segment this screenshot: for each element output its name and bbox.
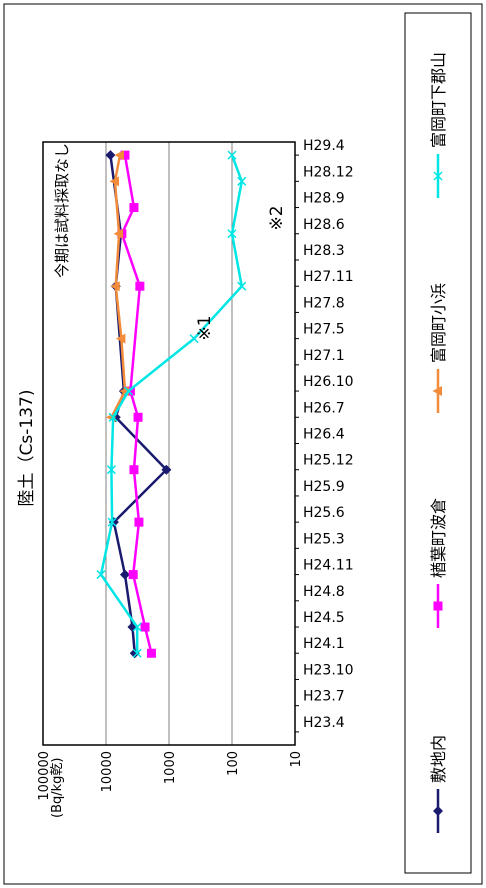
legend: 敷地内 楢葉町波倉 富岡町小浜 富岡町下郡山 [429,52,448,833]
x-tick-label: H23.7 [303,689,345,705]
data-point [105,150,116,161]
x-tick-label: H26.10 [303,374,354,390]
y-tick-label: 100000 [37,751,52,801]
data-point [108,412,118,422]
annotation-note-2: ※2 [267,205,287,230]
x-tick-label: H28.9 [303,191,345,207]
data-point [110,281,120,292]
data-point [189,334,199,344]
x-tick-label: H24.8 [303,584,345,600]
annotation-no-sample: 今期は試料採取なし [53,143,71,278]
x-tick-label: H25.9 [303,479,345,495]
x-tick-label: H27.1 [303,348,345,364]
series-4 [96,150,247,658]
data-point [132,622,142,632]
chart-title: 陸土（Cs-137) [17,390,37,507]
x-tick-label: H28.6 [303,217,345,233]
x-tick-label: H29.4 [303,138,345,154]
x-tick-label: H23.10 [303,662,354,678]
y-tick-label: 10 [289,751,304,768]
x-tick-label: H24.1 [303,636,345,652]
series-layer [96,150,247,659]
y-tick-label: 100 [226,751,241,776]
data-point [133,412,143,422]
x-tick-label: H24.11 [303,558,354,574]
y-axis-label: (Bq/kg乾) [50,758,65,818]
data-point [113,228,124,239]
y-axis-ticks: 10 100 1000 10000 100000 [37,751,304,801]
data-point [107,517,117,527]
data-point [109,176,119,187]
legend-marker [432,386,442,396]
x-tick-label: H24.5 [303,610,345,626]
chart-frame [3,3,483,885]
legend-marker [433,171,443,181]
annotation-note-1: ※1 [195,315,215,340]
legend-label: 楢葉町波倉 [429,498,448,578]
legend-label: 敷地内 [429,735,448,783]
y-tick-label: 10000 [100,751,115,792]
data-point [132,648,142,658]
legend-label: 富岡町小浜 [429,283,448,363]
data-point [128,570,138,580]
data-point [237,176,247,186]
data-point [123,386,133,396]
data-point [140,622,150,632]
x-tick-label: H27.11 [303,269,354,285]
x-tick-label: H23.4 [303,715,345,731]
gridlines [105,142,233,745]
data-point [129,203,139,213]
data-point [114,150,124,161]
x-tick-label: H27.8 [303,295,345,311]
x-tick-label: H25.12 [303,453,354,469]
x-tick-label: H28.3 [303,243,345,259]
legend-label: 富岡町下郡山 [429,52,448,148]
x-tick-label: H26.4 [303,427,345,443]
data-point [129,465,139,475]
data-point [227,229,237,239]
legend-marker [433,601,443,611]
x-tick-label: H28.12 [303,164,354,180]
x-axis-ticks: H23.4 H23.7 H23.10 H24.1 H24.5 H24.8 H24.11 H25… [295,138,354,733]
x-tick-label: H27.5 [303,322,345,338]
y-tick-label: 1000 [163,751,178,784]
series-line [99,154,244,654]
x-tick-label: H25.6 [303,505,345,521]
data-point [115,333,126,344]
data-point [134,517,144,527]
x-tick-label: H25.3 [303,531,345,547]
x-tick-label: H26.7 [303,400,345,416]
data-point [106,465,116,475]
data-point [96,570,106,580]
data-point [146,648,156,658]
data-point [237,281,247,291]
legend-box [404,12,472,874]
data-point [227,150,237,160]
data-point [135,281,145,291]
legend-marker [433,806,443,816]
data-point [161,464,172,475]
